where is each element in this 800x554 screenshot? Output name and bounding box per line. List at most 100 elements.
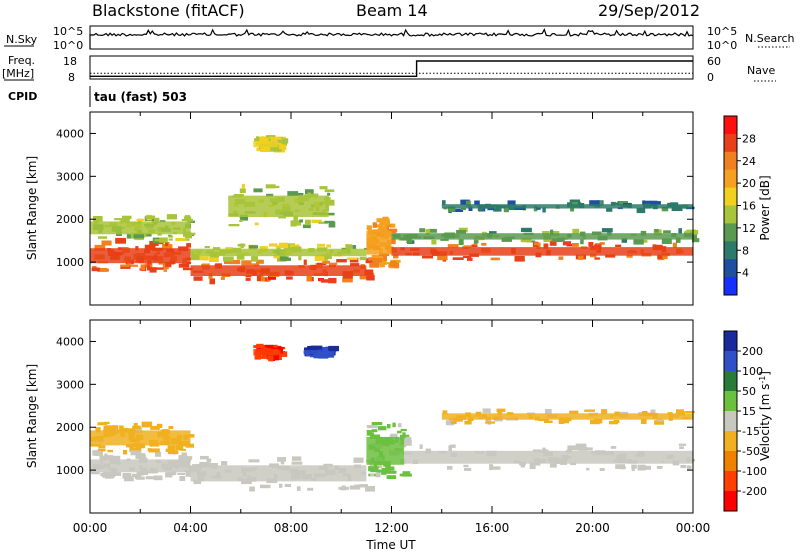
data-cell (259, 484, 271, 489)
colorbar-segment (724, 151, 737, 171)
data-cell (521, 227, 532, 233)
data-cell (145, 215, 156, 220)
data-cell (228, 224, 240, 227)
data-cell (107, 449, 113, 453)
data-cell (387, 228, 398, 232)
data-cell (305, 189, 314, 195)
data-cell (149, 240, 159, 246)
data-cell (370, 469, 381, 473)
data-cell (157, 237, 168, 243)
data-cell (326, 350, 335, 356)
colorbar-segment (724, 371, 737, 392)
data-cell (366, 275, 375, 281)
data-cell (575, 443, 587, 449)
data-cell (141, 421, 153, 428)
data-cell (599, 242, 605, 245)
freq-label-line1: Freq. (8, 54, 35, 67)
data-cell (397, 430, 402, 434)
data-cell (134, 474, 142, 480)
data-cell (442, 200, 446, 205)
data-cell (305, 219, 311, 226)
data-cell (284, 483, 291, 487)
colorbar-tick-label: 200 (742, 345, 763, 358)
data-cell (450, 420, 457, 424)
data-cell (589, 200, 600, 206)
data-cell (327, 192, 331, 196)
data-cell (393, 254, 399, 259)
data-cell (184, 216, 192, 221)
data-cell (542, 447, 546, 450)
data-cell (158, 261, 168, 265)
data-cell (185, 471, 191, 477)
power-panel: 1000 2000 3000 4000 Slant Range [km] (25, 111, 700, 306)
data-cell (366, 425, 376, 428)
data-cell (322, 260, 330, 264)
data-cell (661, 238, 672, 244)
data-cell (468, 206, 473, 211)
data-cell (102, 471, 114, 474)
data-cell (248, 263, 260, 266)
data-cell (165, 262, 172, 267)
data-cell (369, 262, 380, 268)
velocity-heatmap (90, 343, 695, 492)
data-cell (490, 257, 500, 261)
data-cell (287, 191, 299, 197)
colorbar-segment (724, 116, 737, 135)
data-cell (290, 220, 302, 226)
data-cell (115, 237, 126, 244)
data-cell (610, 446, 617, 449)
data-cell (256, 136, 260, 142)
data-cell (352, 245, 357, 250)
data-cell (570, 207, 575, 212)
data-cell (245, 277, 251, 281)
data-cell (175, 238, 187, 241)
data-cell (151, 217, 160, 223)
nave-right-top-tick: 60 (707, 55, 721, 68)
data-cell (324, 189, 335, 193)
data-cell (150, 425, 160, 430)
data-cell (572, 228, 580, 234)
data-cell (464, 467, 472, 471)
data-cell (466, 200, 471, 207)
data-cell (273, 254, 281, 259)
data-cell (446, 466, 453, 470)
data-cell (570, 462, 577, 466)
data-band-8 (391, 233, 693, 240)
data-band-4 (228, 195, 329, 217)
data-cell (223, 256, 233, 262)
data-cell (166, 214, 177, 220)
ytick-label: 2000 (56, 421, 84, 434)
colorbar-tick-label: 12 (742, 222, 756, 235)
data-cell (97, 268, 108, 272)
data-cell (489, 464, 494, 471)
colorbar-segment (724, 223, 737, 242)
data-cell (268, 355, 274, 362)
data-cell (562, 241, 572, 246)
data-cell (307, 487, 314, 491)
data-cell (359, 275, 368, 280)
colorbar-segment (724, 169, 737, 189)
data-cell (92, 266, 97, 269)
ytick-label: 4000 (56, 127, 84, 140)
data-cell (558, 256, 564, 260)
data-cell (296, 486, 301, 491)
data-cell (672, 242, 677, 248)
velocity-colorbar: 200 100 50 15 -15 -50 -100 -200 (723, 330, 767, 512)
data-cell (279, 256, 289, 261)
data-cell (473, 243, 477, 246)
data-cell (369, 430, 373, 435)
data-cell (372, 258, 383, 263)
data-cell (311, 219, 322, 223)
data-cell (577, 254, 584, 260)
data-cell (371, 429, 378, 433)
data-cell (114, 218, 125, 221)
data-cell (679, 446, 684, 449)
data-cell (265, 184, 276, 189)
data-cell (100, 457, 106, 461)
data-cell (175, 444, 184, 451)
data-cell (372, 229, 383, 232)
data-cell (377, 463, 383, 469)
data-cell (497, 409, 503, 414)
data-cell (662, 256, 668, 260)
data-cell (163, 269, 167, 272)
